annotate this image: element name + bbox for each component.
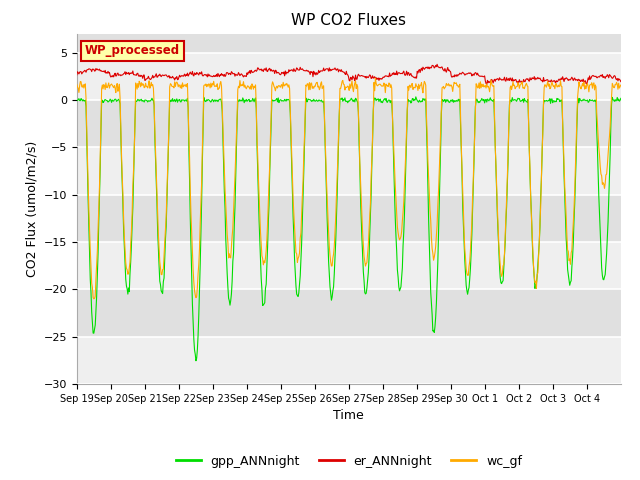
wc_gf (138, 80, 145, 85)
wc_gf (237, 83, 245, 88)
Legend: gpp_ANNnight, er_ANNnight, wc_gf: gpp_ANNnight, er_ANNnight, wc_gf (171, 450, 527, 473)
gpp_ANNnight (237, 97, 245, 103)
Bar (77, 336, 621, 384)
er_ANNnight (433, 61, 441, 67)
gpp_ANNnight (406, 98, 413, 104)
gpp_ANNnight (412, 94, 420, 100)
gpp_ANNnight (73, 97, 81, 103)
gpp_ANNnight (192, 358, 200, 364)
Text: WP_processed: WP_processed (85, 44, 180, 57)
wc_gf (437, 127, 445, 132)
wc_gf (617, 82, 625, 88)
wc_gf (372, 75, 380, 81)
wc_gf (406, 83, 414, 89)
er_ANNnight (405, 70, 413, 76)
Bar (77, 52, 621, 100)
Title: WP CO2 Fluxes: WP CO2 Fluxes (291, 13, 406, 28)
er_ANNnight (617, 79, 625, 84)
gpp_ANNnight (617, 96, 625, 101)
gpp_ANNnight (137, 97, 145, 103)
wc_gf (90, 296, 98, 302)
gpp_ANNnight (264, 219, 272, 225)
Y-axis label: CO2 Flux (umol/m2/s): CO2 Flux (umol/m2/s) (25, 141, 38, 277)
er_ANNnight (436, 64, 444, 70)
Line: wc_gf: wc_gf (77, 78, 621, 299)
wc_gf (285, 82, 292, 88)
er_ANNnight (264, 69, 271, 74)
gpp_ANNnight (437, 144, 445, 150)
Line: gpp_ANNnight: gpp_ANNnight (77, 97, 621, 361)
X-axis label: Time: Time (333, 409, 364, 422)
Line: er_ANNnight: er_ANNnight (77, 64, 621, 84)
Bar (77, 242, 621, 289)
er_ANNnight (237, 72, 244, 77)
er_ANNnight (73, 72, 81, 78)
gpp_ANNnight (285, 97, 292, 103)
er_ANNnight (137, 73, 145, 79)
wc_gf (73, 82, 81, 87)
er_ANNnight (483, 82, 491, 87)
er_ANNnight (284, 70, 292, 76)
wc_gf (264, 199, 272, 204)
Bar (77, 147, 621, 194)
